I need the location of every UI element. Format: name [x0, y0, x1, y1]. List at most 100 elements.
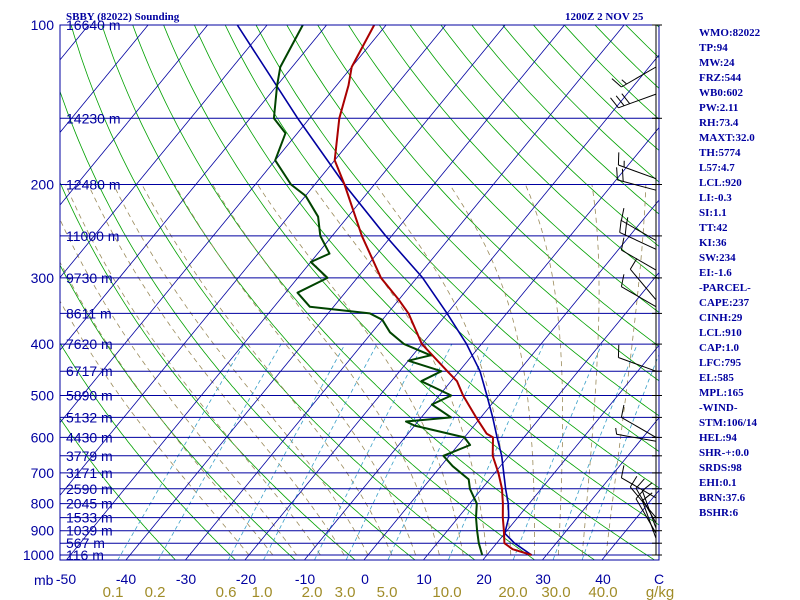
- height-label: 11000 m: [66, 228, 119, 244]
- wind-barb-staff: [618, 93, 657, 109]
- station-title: SBBY (82022) Sounding: [66, 11, 180, 23]
- isotherm: [60, 25, 446, 496]
- height-label: 9730 m: [66, 270, 113, 286]
- height-label: 2045 m: [66, 496, 113, 512]
- index-label: FRZ:544: [699, 72, 742, 84]
- plot-frame: [59, 24, 660, 561]
- mixing-ratio-tick-label: 0.2: [145, 584, 166, 600]
- height-label: 116 m: [66, 547, 104, 563]
- wind-barb-half-feather: [621, 79, 627, 85]
- dry-adiabat: [255, 25, 659, 452]
- wind-barb-feather: [619, 219, 622, 233]
- wind-barb-feather: [620, 237, 625, 251]
- moist-adiabat: [212, 184, 440, 556]
- pressure-tick-label: 100: [31, 17, 55, 33]
- moist-adiabat: [65, 184, 321, 556]
- height-label: 2590 m: [66, 481, 113, 497]
- wind-barb-staff: [617, 179, 657, 191]
- isotherm: [541, 417, 659, 560]
- dry-adiabat: [780, 25, 800, 566]
- index-label: TT:42: [699, 222, 728, 234]
- wind-barb-staff: [629, 268, 657, 301]
- height-label: 567 m: [66, 535, 105, 551]
- index-label: LFC:795: [699, 357, 742, 369]
- temp-tick-label: C: [654, 571, 664, 587]
- wind-barb-staff: [621, 66, 657, 88]
- temp-tick-label: -30: [176, 571, 196, 587]
- isotherm: [60, 25, 208, 206]
- isotherm: [60, 25, 149, 134]
- data-layer: [236, 25, 533, 556]
- wind-barb-feather: [629, 258, 638, 270]
- isotherm: [363, 199, 659, 560]
- wind-barb-half-feather: [615, 427, 618, 435]
- dry-adiabat: [224, 25, 659, 489]
- mixing-ratio-tick-label: g/kg: [646, 584, 674, 600]
- mixing-ratio-line: [345, 343, 453, 560]
- wind-barb-feather: [620, 208, 625, 221]
- height-label: 8611 m: [66, 305, 112, 321]
- index-label: EL:585: [699, 372, 734, 384]
- index-label: RH:73.4: [699, 117, 739, 129]
- dry-adiabat: [194, 25, 659, 526]
- height-label: 5132 m: [66, 409, 113, 425]
- mixing-ratio-tick-label: 5.0: [377, 584, 398, 600]
- wind-barb-feather: [635, 488, 645, 500]
- dry-adiabat: [440, 25, 659, 247]
- isotherm: [125, 25, 565, 560]
- wind-barb-staff: [618, 164, 657, 180]
- grid-layer: [60, 25, 800, 566]
- mixing-ratio-tick-label: 1.0: [252, 584, 273, 600]
- dry-adiabat: [60, 90, 416, 560]
- dry-adiabat: [163, 25, 656, 560]
- wind-barb-staff: [619, 231, 657, 250]
- pressure-tick-label: 500: [31, 387, 55, 403]
- index-label: BRN:37.6: [699, 492, 746, 504]
- text-layer: SBBY (82022) Sounding 1200Z 2 NOV 25 mb …: [23, 11, 761, 600]
- height-label: 1039 m: [66, 523, 113, 539]
- isotherm: [60, 25, 268, 279]
- index-label: TH:5774: [699, 147, 741, 159]
- dry-adiabat: [378, 25, 659, 314]
- index-label: CAPE:237: [699, 297, 750, 309]
- temp-tick-label: 40: [595, 571, 611, 587]
- mixing-ratio-tick-label: 2.0: [302, 584, 323, 600]
- temp-tick-label: 20: [476, 571, 492, 587]
- wind-barb-feather: [621, 93, 631, 105]
- height-label: 6717 m: [66, 363, 113, 379]
- index-label: LI:-0.3: [699, 192, 732, 204]
- pressure-tick-label: 600: [31, 429, 55, 445]
- wind-barb-feather: [620, 465, 625, 478]
- parcel-path-line: [236, 25, 533, 556]
- mixing-ratio-line: [227, 343, 346, 560]
- wind-barb-staff: [635, 498, 657, 534]
- height-label: 14230 m: [66, 110, 120, 126]
- index-label: -PARCEL-: [699, 282, 751, 294]
- temp-tick-label: -20: [236, 571, 256, 587]
- dry-adiabat: [563, 25, 659, 120]
- wind-barb-feather: [611, 78, 622, 88]
- pressure-tick-label: 300: [31, 270, 55, 286]
- isotherm: [303, 126, 659, 560]
- isotherm: [482, 344, 659, 560]
- index-label: LCL:910: [699, 327, 742, 339]
- index-label: MPL:165: [699, 387, 744, 399]
- index-label: KI:36: [699, 237, 727, 249]
- wind-barb-staff: [618, 357, 657, 372]
- dry-adiabat: [101, 25, 536, 560]
- height-label: 5890 m: [66, 387, 113, 403]
- dry-adiabat: [70, 25, 476, 560]
- index-label: BSHR:6: [699, 507, 739, 519]
- moist-adiabat: [449, 184, 535, 555]
- index-label: SHR-+:0.0: [699, 447, 749, 459]
- wind-barb-feather: [641, 492, 653, 502]
- mixing-ratio-line: [387, 343, 490, 560]
- index-label: SRDS:98: [699, 462, 742, 474]
- dry-adiabat: [502, 25, 659, 183]
- dry-adiabat: [594, 25, 659, 89]
- index-label: SW:234: [699, 252, 736, 264]
- index-label: MAXT:32.0: [699, 132, 755, 144]
- dry-adiabat: [286, 25, 659, 417]
- index-label: EHI:0.1: [699, 477, 737, 489]
